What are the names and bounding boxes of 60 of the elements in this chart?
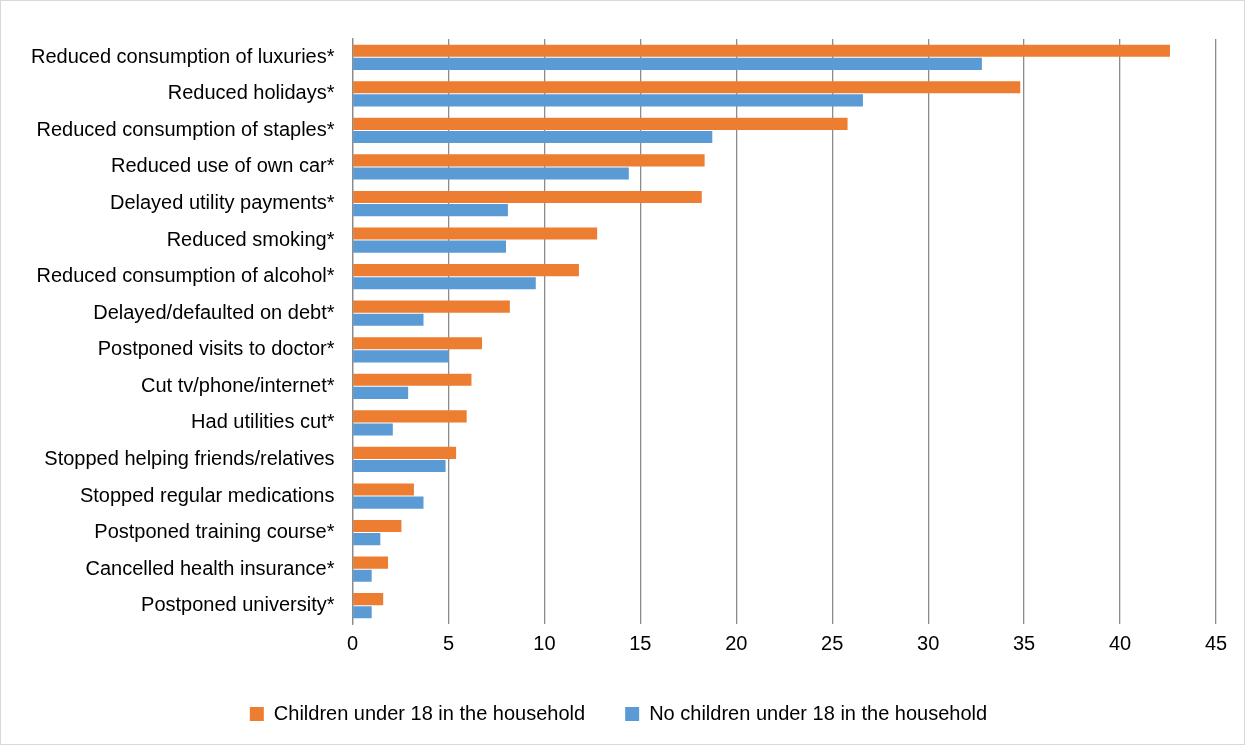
bar [353,167,629,180]
y-tick-label: Postponed university* [141,593,335,616]
bar [353,373,472,386]
bar [353,264,579,277]
x-tick-label: 35 [1012,631,1036,654]
y-tick-label: Had utilities cut* [191,410,335,433]
y-tick-label: Reduced consumption of staples* [36,117,335,140]
bar [353,350,449,363]
bar [353,277,536,290]
bar [353,483,414,496]
bar [353,556,389,569]
bar [353,117,848,130]
bar [353,300,510,313]
bar [353,386,409,399]
y-tick-label: Postponed visits to doctor* [97,337,335,360]
bar [353,81,1021,94]
bar [353,569,372,582]
x-tick-label: 10 [533,631,556,654]
x-tick-label: 5 [442,631,455,654]
bar [353,130,713,144]
y-tick-label: Stopped helping friends/relatives [44,446,335,469]
bar [353,337,483,350]
x-tick-label: 0 [346,631,359,654]
bar [353,446,457,459]
bar [353,44,1170,57]
x-tick-label: 15 [629,631,652,654]
y-tick-label: Postponed training course* [94,520,335,543]
y-tick-label: Reduced holidays* [167,81,335,104]
bar [353,94,863,107]
y-tick-label: Stopped regular medications [79,483,335,506]
bar [353,533,381,546]
y-tick-label: Reduced smoking* [166,227,335,250]
bar [353,460,446,473]
bar [353,519,402,533]
x-tick-label: 25 [821,631,844,654]
y-tick-label: Delayed/defaulted on debt* [93,300,335,323]
legend-label: No children under 18 in the household [649,701,988,724]
bar [353,496,424,509]
y-tick-label: Reduced consumption of alcohol* [36,264,335,287]
x-tick-label: 30 [917,631,940,654]
y-tick-label: Delayed utility payments* [109,191,335,214]
bar [353,423,393,436]
bar [353,410,467,423]
y-tick-label: Reduced use of own car* [111,154,335,177]
x-tick-label: 20 [725,631,748,654]
bar [353,606,372,619]
bar [353,154,705,167]
bar [353,227,598,240]
y-tick-label: Cut tv/phone/internet* [141,373,335,396]
y-tick-label: Reduced consumption of luxuries* [30,44,335,67]
bar [353,190,702,204]
bar [353,593,384,606]
y-tick-label: Cancelled health insurance* [85,556,335,579]
bar [353,57,982,70]
x-tick-label: 45 [1204,631,1228,654]
bar [353,204,508,217]
legend-label: Children under 18 in the household [273,701,586,724]
bar [353,313,424,326]
bar [353,240,507,253]
x-tick-label: 40 [1108,631,1132,654]
